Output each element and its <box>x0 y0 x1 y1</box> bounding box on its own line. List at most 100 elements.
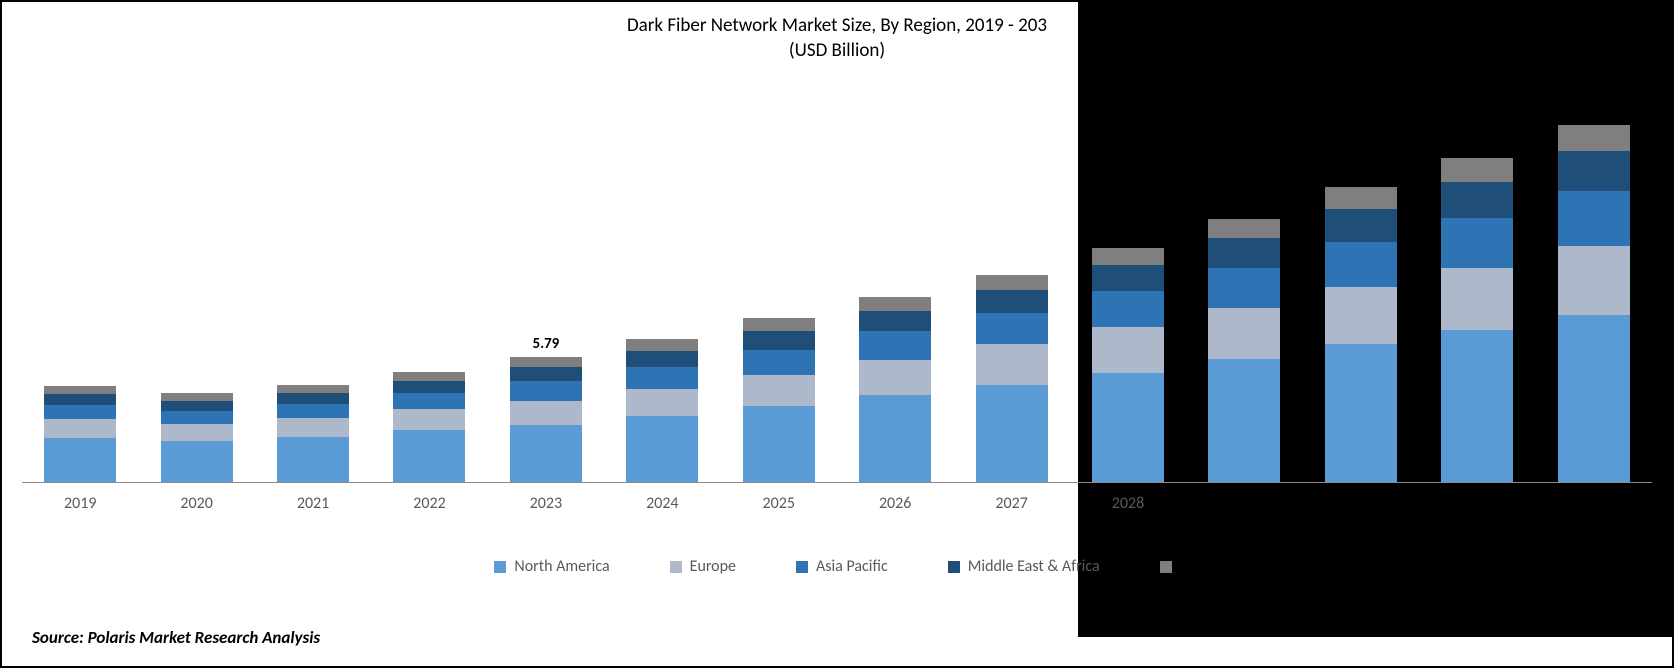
bar-segment <box>393 372 465 382</box>
chart-title: Dark Fiber Network Market Size, By Regio… <box>2 2 1672 63</box>
bar-segment <box>859 331 931 359</box>
bar-segment <box>859 311 931 332</box>
x-axis-label: 2021 <box>277 494 349 513</box>
chart-title-line1: Dark Fiber Network Market Size, By Regio… <box>627 14 1047 37</box>
bar-group: 5.79 <box>510 357 582 482</box>
legend-item <box>1160 557 1180 576</box>
bar-group <box>44 386 116 482</box>
bar-segment <box>510 357 582 368</box>
x-axis-line <box>22 482 1652 483</box>
bar-segment <box>743 318 815 331</box>
bar-segment <box>161 441 233 482</box>
bar-segment <box>393 409 465 430</box>
x-axis-label <box>1558 494 1630 513</box>
legend: North America Europe Asia Pacific Middle Ea… <box>2 557 1672 576</box>
bar-segment <box>859 360 931 396</box>
bar-group <box>1441 158 1513 482</box>
bar-segment <box>1092 265 1164 291</box>
x-axis-label: 2024 <box>626 494 698 513</box>
bar-segment <box>1092 248 1164 265</box>
bar-group <box>1558 125 1630 482</box>
bar-segment <box>1441 268 1513 331</box>
x-axis-label: 2023 <box>510 494 582 513</box>
bar-segment <box>976 313 1048 344</box>
bar-segment <box>976 275 1048 290</box>
x-axis-label: 2019 <box>44 494 116 513</box>
legend-swatch <box>796 561 808 573</box>
legend-label: Europe <box>690 557 736 576</box>
bar-group <box>626 339 698 482</box>
bar-segment <box>393 381 465 393</box>
bar-segment <box>1208 308 1280 359</box>
bar-segment <box>277 385 349 394</box>
bar-group <box>161 393 233 482</box>
bar-segment <box>626 389 698 416</box>
bar-segment <box>277 437 349 483</box>
bar-segment <box>44 405 116 419</box>
bar-segment <box>976 290 1048 313</box>
bar-segment <box>1325 187 1397 209</box>
x-axis-label <box>1325 494 1397 513</box>
bar-segment <box>743 350 815 375</box>
bar-group <box>277 385 349 482</box>
x-axis-label <box>1208 494 1280 513</box>
bar-group <box>1325 187 1397 482</box>
bar-segment <box>510 367 582 381</box>
bar-segment <box>743 331 815 349</box>
x-axis-label: 2026 <box>859 494 931 513</box>
bar-segment <box>1325 344 1397 482</box>
bar-group <box>1092 248 1164 482</box>
legend-label: Middle East & Africa <box>968 557 1100 576</box>
bar-group <box>393 372 465 482</box>
bar-segment <box>44 386 116 395</box>
bar-segment <box>44 419 116 437</box>
x-axis-label <box>1441 494 1513 513</box>
bar-segment <box>510 401 582 425</box>
bar-segment <box>1325 242 1397 288</box>
bar-segment <box>1092 327 1164 373</box>
bar-segment <box>859 395 931 482</box>
chart-title-line2: (USD Billion) <box>789 39 885 62</box>
bar-segment <box>1325 209 1397 242</box>
x-axis-label: 2028 <box>1092 494 1164 513</box>
bar-segment <box>393 430 465 482</box>
bar-segment <box>277 418 349 436</box>
bar-segment <box>161 401 233 411</box>
bar-segment <box>626 416 698 482</box>
bar-segment <box>277 393 349 404</box>
bar-segment <box>1441 182 1513 218</box>
legend-label: North America <box>514 557 609 576</box>
legend-item: North America <box>494 557 609 576</box>
bar-segment <box>976 344 1048 384</box>
bar-segment <box>1441 218 1513 268</box>
bar-segment <box>1092 373 1164 482</box>
bar-segment <box>161 393 233 401</box>
bar-segment <box>161 411 233 424</box>
bar-segment <box>161 424 233 441</box>
bar-group <box>859 297 931 482</box>
bar-segment <box>277 404 349 418</box>
bar-segment <box>510 381 582 401</box>
legend-label: Asia Pacific <box>816 557 888 576</box>
bar-segment <box>1558 246 1630 315</box>
x-axis-label: 2020 <box>161 494 233 513</box>
bar-segment <box>1092 291 1164 327</box>
x-axis-labels: 2019202020212022202320242025202620272028 <box>22 494 1652 513</box>
bar-segment <box>626 367 698 389</box>
bar-segment <box>393 393 465 409</box>
bar-segment <box>1558 315 1630 482</box>
bar-segment <box>859 297 931 311</box>
legend-item: Middle East & Africa <box>948 557 1100 576</box>
legend-swatch <box>670 561 682 573</box>
bar-segment <box>44 438 116 482</box>
source-text: Source: Polaris Market Research Analysis <box>32 627 320 648</box>
bars-row: 5.79 <box>22 92 1652 482</box>
x-axis-label: 2027 <box>976 494 1048 513</box>
bar-segment <box>1325 287 1397 344</box>
bar-segment <box>1208 238 1280 267</box>
bar-segment <box>1558 125 1630 151</box>
bar-segment <box>1441 158 1513 182</box>
bar-segment <box>1441 330 1513 482</box>
bar-segment <box>1208 359 1280 483</box>
bar-segment <box>44 394 116 405</box>
